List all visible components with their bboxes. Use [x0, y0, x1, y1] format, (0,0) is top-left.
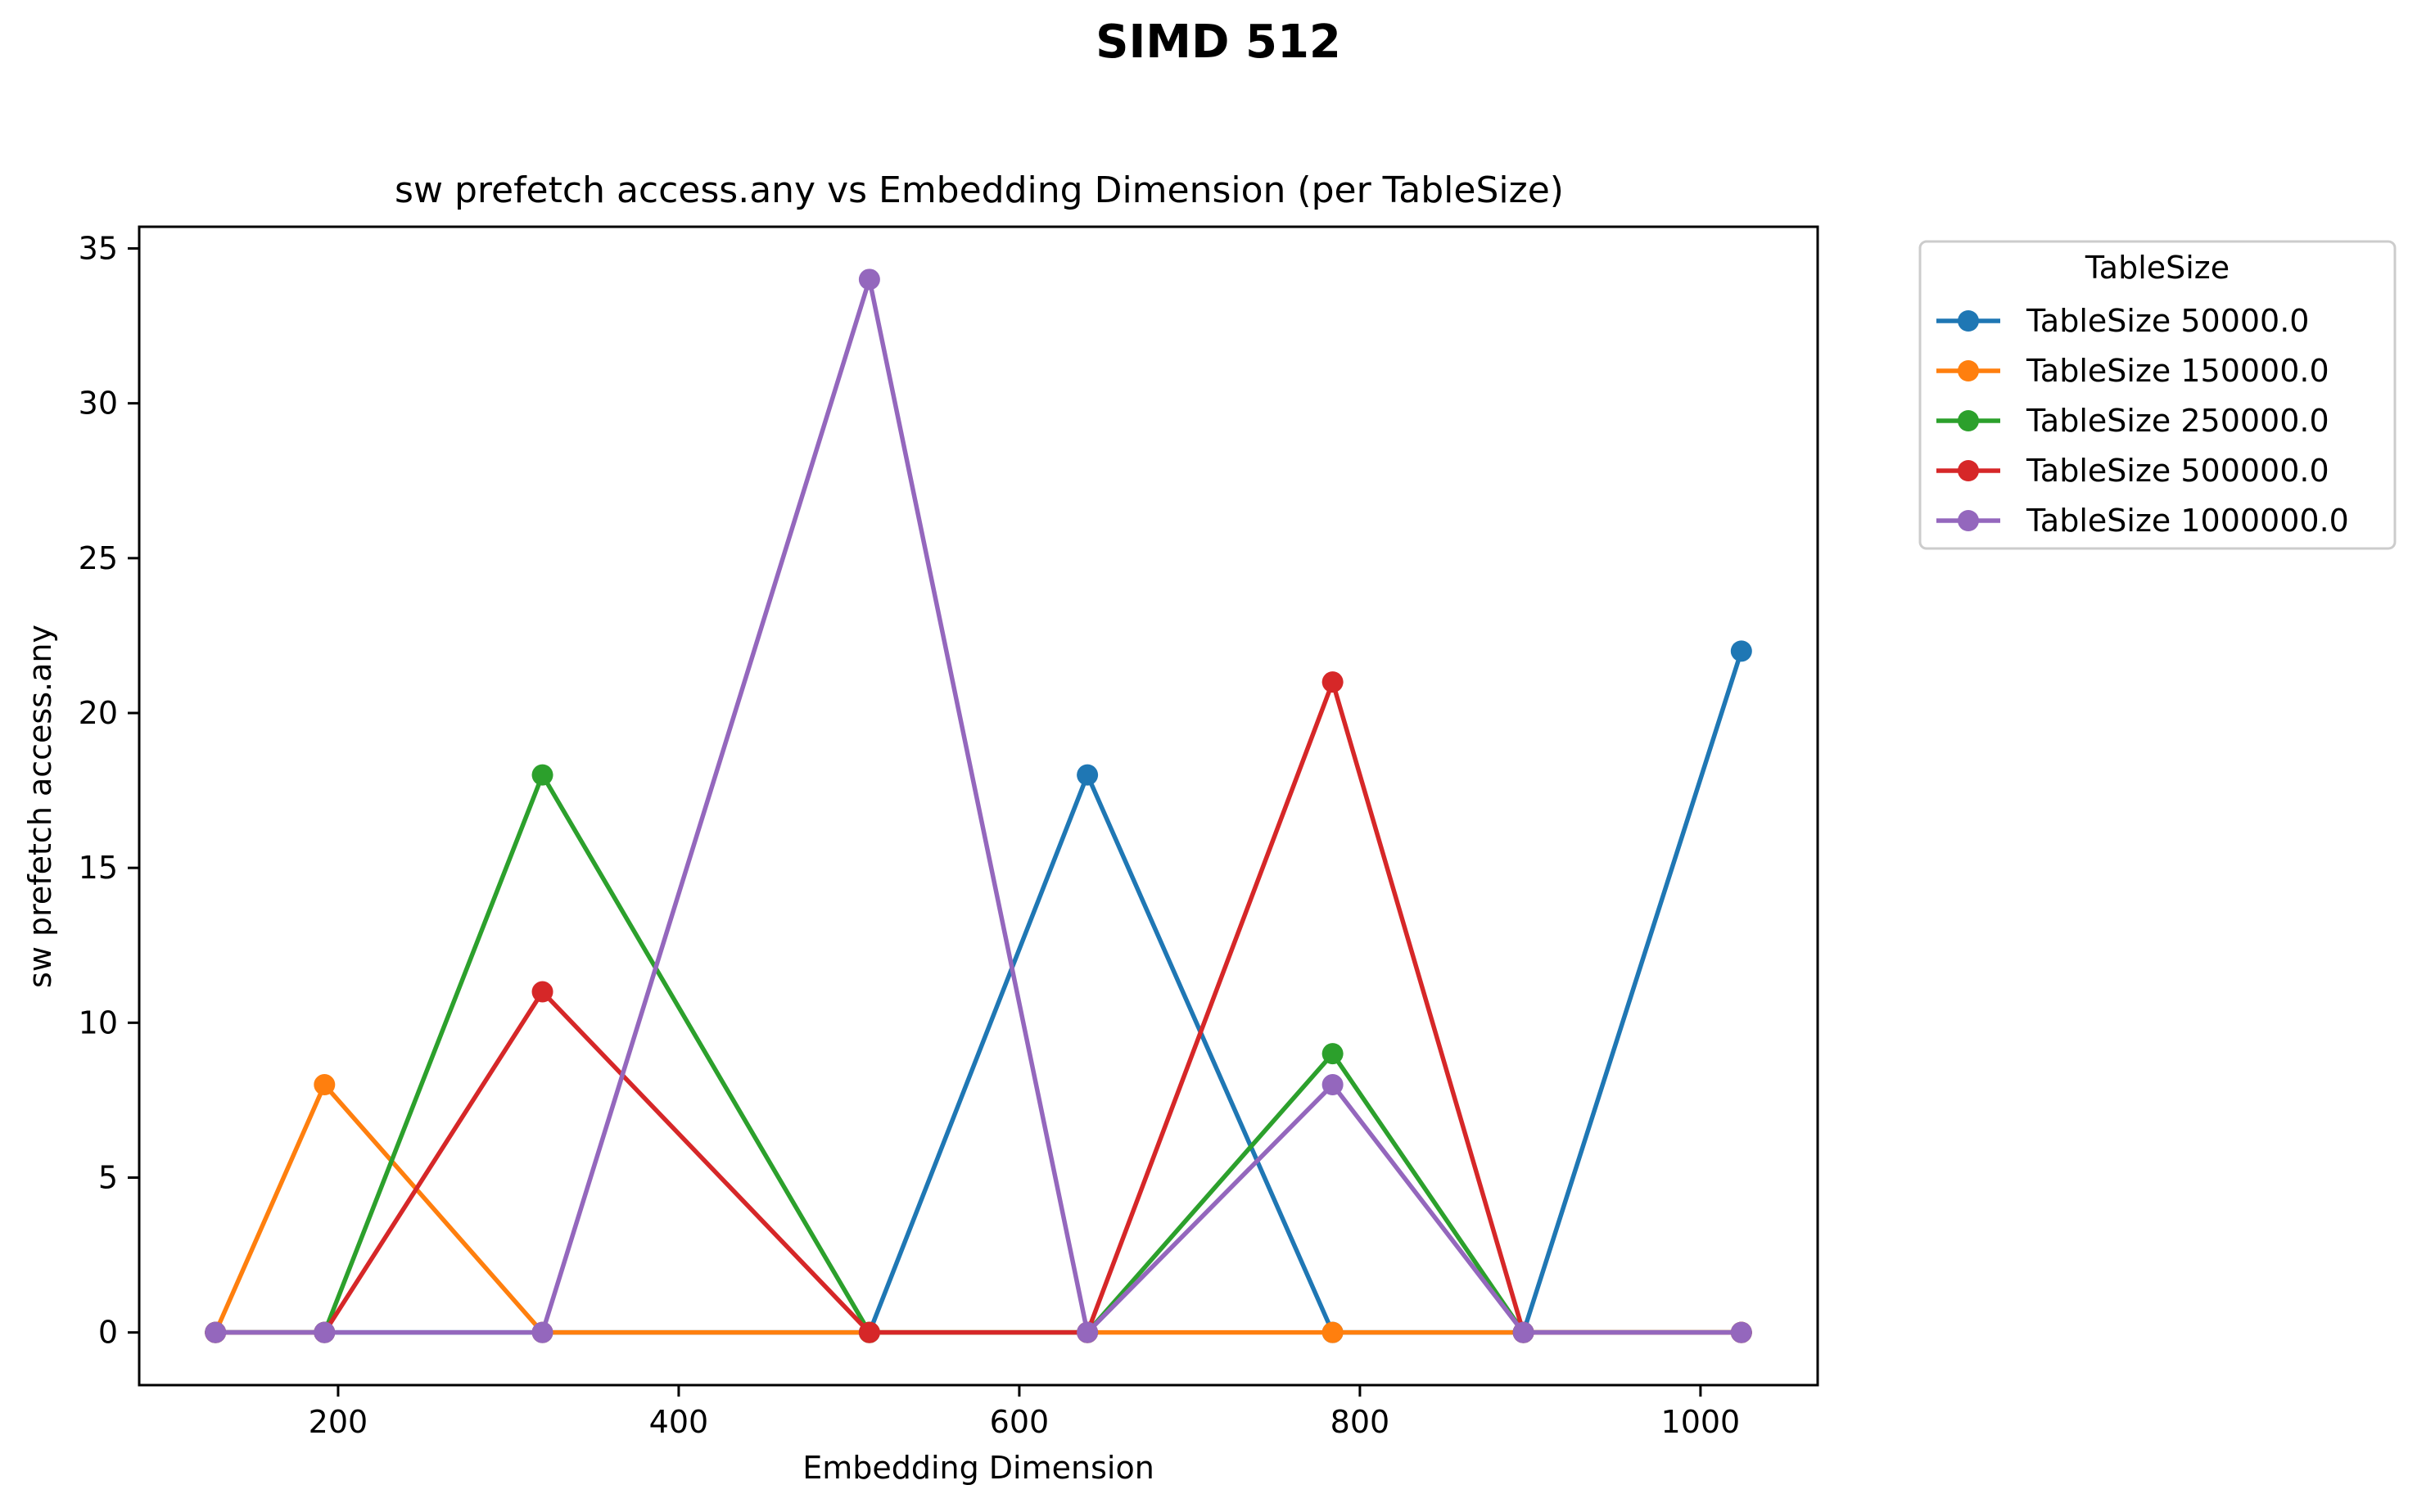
- legend-marker: [1958, 510, 1979, 531]
- chart-title: sw prefetch access.any vs Embedding Dime…: [395, 169, 1564, 211]
- legend-box: [1918, 240, 2397, 550]
- legend-entry-label: TableSize 1000000.0: [2026, 503, 2349, 539]
- data-point: [858, 1321, 880, 1343]
- y-tick-label: 10: [79, 1004, 118, 1040]
- data-point: [1730, 640, 1752, 662]
- legend-marker: [1958, 410, 1979, 431]
- x-tick-label: 800: [1330, 1404, 1390, 1440]
- legend-entry-label: TableSize 250000.0: [2026, 403, 2329, 439]
- legend-entry-label: TableSize 50000.0: [2026, 303, 2310, 339]
- legend-marker: [1958, 460, 1979, 481]
- plot-area: 200 400 600 800 1000 0 5 10 15 20 25 30 35: [79, 230, 1752, 1440]
- x-tick-label: 1000: [1661, 1404, 1741, 1440]
- axes-frame: [138, 225, 1819, 1387]
- legend: TableSize TableSize 50000.0 TableSize 150…: [1918, 240, 2397, 550]
- data-point: [1730, 1321, 1752, 1343]
- data-point: [205, 1321, 227, 1343]
- y-tick-label: 5: [98, 1160, 118, 1196]
- legend-marker: [1958, 360, 1979, 381]
- data-point: [1512, 1321, 1534, 1343]
- data-point: [314, 1321, 336, 1343]
- data-point: [1321, 1074, 1344, 1096]
- legend-entry-label: TableSize 500000.0: [2026, 453, 2329, 489]
- x-tick-label: 600: [990, 1404, 1050, 1440]
- data-point: [1077, 764, 1099, 786]
- y-tick-label: 20: [79, 695, 118, 731]
- data-point: [1321, 1043, 1344, 1065]
- y-tick-label: 30: [79, 386, 118, 422]
- data-point: [531, 1321, 553, 1343]
- y-axis-label: sw prefetch access.any: [22, 625, 58, 988]
- y-tick-label: 15: [79, 850, 118, 886]
- data-point: [1077, 1321, 1099, 1343]
- data-point: [531, 764, 553, 786]
- legend-entry-label: TableSize 150000.0: [2026, 353, 2329, 389]
- data-point: [531, 981, 553, 1003]
- figure-suptitle: SIMD 512: [1096, 16, 1341, 69]
- data-point: [314, 1074, 336, 1096]
- x-tick-label: 400: [649, 1404, 709, 1440]
- legend-marker: [1958, 310, 1979, 332]
- series-line-5: [215, 277, 1742, 1335]
- legend-title: TableSize: [2085, 250, 2230, 286]
- y-tick-label: 0: [98, 1315, 118, 1351]
- data-point: [1321, 1321, 1344, 1343]
- x-axis-label: Embedding Dimension: [802, 1450, 1154, 1486]
- y-tick-label: 35: [79, 230, 118, 266]
- x-tick-label: 200: [309, 1404, 368, 1440]
- data-point: [1321, 671, 1344, 693]
- y-tick-label: 25: [79, 540, 118, 576]
- data-point: [858, 269, 880, 291]
- series-line-4: [215, 679, 1742, 1335]
